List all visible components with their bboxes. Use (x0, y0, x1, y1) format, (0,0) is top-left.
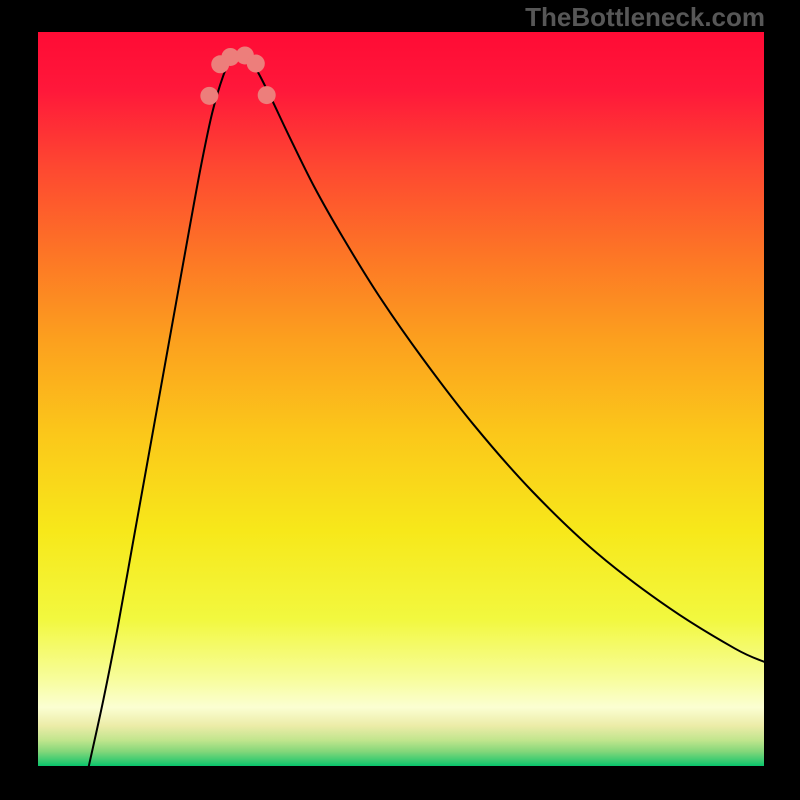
chart-container: TheBottleneck.com (0, 0, 800, 800)
plot-area (38, 32, 764, 766)
watermark-text: TheBottleneck.com (525, 2, 765, 33)
